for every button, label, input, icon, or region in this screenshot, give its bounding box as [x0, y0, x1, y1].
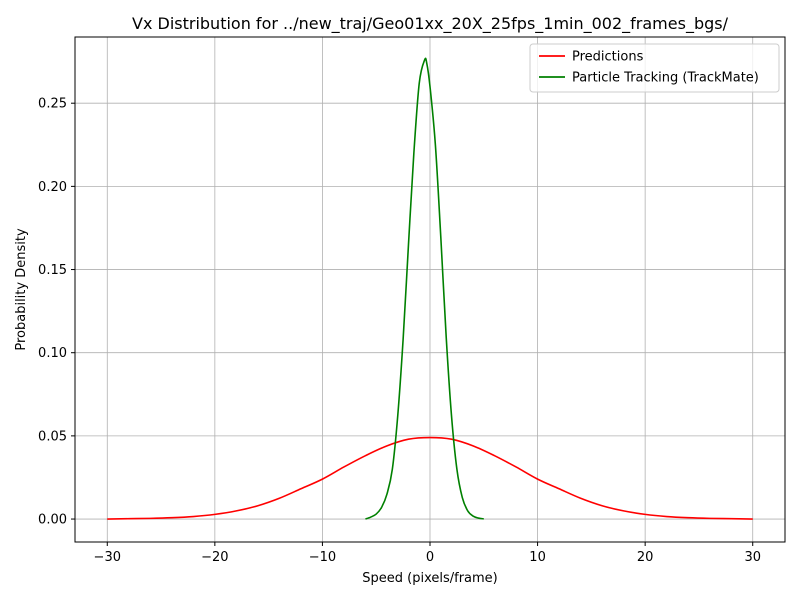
x-tick-label: −10 [309, 550, 336, 565]
ticks: −30 −20 −10 0 10 20 30 0.00 0.05 0.10 0.15 0.20 0.25 [38, 97, 761, 565]
legend-box [529, 43, 780, 93]
x-tick-label: 10 [529, 550, 546, 565]
grid [75, 37, 785, 542]
y-tick-label: 0.05 [38, 429, 67, 444]
legend-label: Particle Tracking (TrackMate) [572, 71, 759, 86]
legend: Predictions Particle Tracking (TrackMate) [529, 43, 780, 93]
x-tick-label: 0 [426, 550, 434, 565]
y-tick-label: 0.15 [38, 263, 67, 278]
x-tick-label: −20 [201, 550, 228, 565]
y-tick-label: 0.25 [38, 97, 67, 112]
legend-label: Predictions [572, 50, 644, 65]
chart-title: Vx Distribution for ../new_traj/Geo01xx_… [132, 14, 729, 34]
series-line-predictions [107, 436, 753, 520]
x-tick-label: 20 [637, 550, 654, 565]
series-line-particle-tracking [365, 57, 484, 520]
y-tick-label: 0.10 [38, 346, 67, 361]
x-tick-label: −30 [94, 550, 121, 565]
series-layer [107, 57, 753, 520]
x-tick-label: 30 [744, 550, 761, 565]
x-axis-label: Speed (pixels/frame) [362, 571, 498, 586]
y-tick-label: 0.20 [38, 180, 67, 195]
y-axis-label: Probability Density [14, 228, 29, 351]
y-tick-label: 0.00 [38, 513, 67, 528]
